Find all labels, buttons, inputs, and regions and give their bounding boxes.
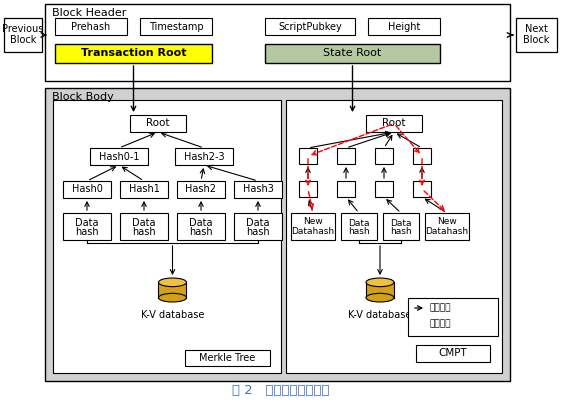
- Text: Hash0-1: Hash0-1: [99, 151, 139, 162]
- Bar: [4, 18, 42, 52]
- Bar: [63, 213, 111, 240]
- Text: Data: Data: [390, 219, 412, 228]
- Bar: [337, 181, 355, 197]
- Bar: [375, 181, 393, 197]
- Bar: [175, 148, 233, 165]
- Text: hash: hash: [246, 227, 270, 237]
- Bar: [366, 282, 394, 298]
- Bar: [120, 213, 168, 240]
- Text: 原有数据: 原有数据: [430, 304, 452, 313]
- Text: 图 2   改进的区块链结构: 图 2 改进的区块链结构: [232, 384, 329, 397]
- Text: Prehash: Prehash: [71, 22, 111, 31]
- Text: State Root: State Root: [323, 49, 381, 58]
- Bar: [177, 181, 225, 198]
- Bar: [185, 350, 270, 366]
- Text: Data: Data: [189, 218, 213, 228]
- Bar: [413, 181, 431, 197]
- Bar: [234, 213, 282, 240]
- Bar: [53, 100, 281, 373]
- Text: hash: hash: [390, 228, 412, 237]
- Ellipse shape: [366, 293, 394, 302]
- Text: Height: Height: [388, 22, 420, 31]
- Ellipse shape: [366, 278, 394, 287]
- Text: New: New: [303, 217, 323, 226]
- Text: CMPT: CMPT: [439, 348, 467, 359]
- Text: Merkle Tree: Merkle Tree: [199, 353, 256, 363]
- Bar: [45, 4, 510, 81]
- Text: Block Header: Block Header: [52, 8, 126, 18]
- Text: Root: Root: [382, 118, 406, 129]
- Text: K-V database: K-V database: [348, 310, 412, 320]
- Bar: [130, 115, 186, 132]
- Bar: [299, 148, 317, 164]
- Bar: [425, 213, 469, 240]
- Bar: [383, 213, 419, 240]
- Text: Block: Block: [523, 35, 550, 45]
- Text: K-V database: K-V database: [141, 310, 204, 320]
- Bar: [234, 181, 282, 198]
- Text: Datahash: Datahash: [291, 226, 334, 235]
- Text: Data: Data: [132, 218, 156, 228]
- Bar: [159, 282, 186, 298]
- Bar: [55, 18, 127, 35]
- Bar: [408, 298, 498, 336]
- Bar: [366, 115, 422, 132]
- Bar: [140, 18, 212, 35]
- Text: Previous: Previous: [2, 24, 44, 34]
- Bar: [177, 213, 225, 240]
- Text: Block: Block: [10, 35, 36, 45]
- Text: Data: Data: [246, 218, 270, 228]
- Text: Datahash: Datahash: [425, 226, 468, 235]
- Bar: [368, 18, 440, 35]
- Text: Timestamp: Timestamp: [149, 22, 203, 31]
- Text: hash: hash: [75, 227, 99, 237]
- Bar: [55, 44, 212, 63]
- Text: Next: Next: [525, 24, 548, 34]
- Bar: [337, 148, 355, 164]
- Text: Root: Root: [146, 118, 170, 129]
- Text: Data: Data: [75, 218, 99, 228]
- Bar: [341, 213, 377, 240]
- Text: Transaction Root: Transaction Root: [81, 49, 186, 58]
- Text: 并发插入: 并发插入: [430, 319, 452, 328]
- Text: ScriptPubkey: ScriptPubkey: [278, 22, 342, 31]
- Text: Hash3: Hash3: [242, 184, 273, 195]
- Bar: [375, 148, 393, 164]
- Text: Data: Data: [348, 219, 370, 228]
- Bar: [413, 148, 431, 164]
- Bar: [63, 181, 111, 198]
- Text: Hash2: Hash2: [186, 184, 217, 195]
- Text: hash: hash: [132, 227, 156, 237]
- Text: hash: hash: [189, 227, 213, 237]
- Ellipse shape: [159, 293, 186, 302]
- Bar: [416, 345, 490, 362]
- Bar: [90, 148, 148, 165]
- Text: Hash0: Hash0: [72, 184, 103, 195]
- Bar: [265, 44, 440, 63]
- Text: Block Body: Block Body: [52, 92, 114, 102]
- Text: hash: hash: [348, 228, 370, 237]
- Text: Hash1: Hash1: [128, 184, 159, 195]
- Bar: [516, 18, 557, 52]
- Text: Hash2-3: Hash2-3: [183, 151, 224, 162]
- Bar: [120, 181, 168, 198]
- Bar: [45, 88, 510, 381]
- Ellipse shape: [159, 278, 186, 287]
- Text: New: New: [437, 217, 457, 226]
- Bar: [286, 100, 502, 373]
- Bar: [291, 213, 335, 240]
- Bar: [265, 18, 355, 35]
- Bar: [299, 181, 317, 197]
